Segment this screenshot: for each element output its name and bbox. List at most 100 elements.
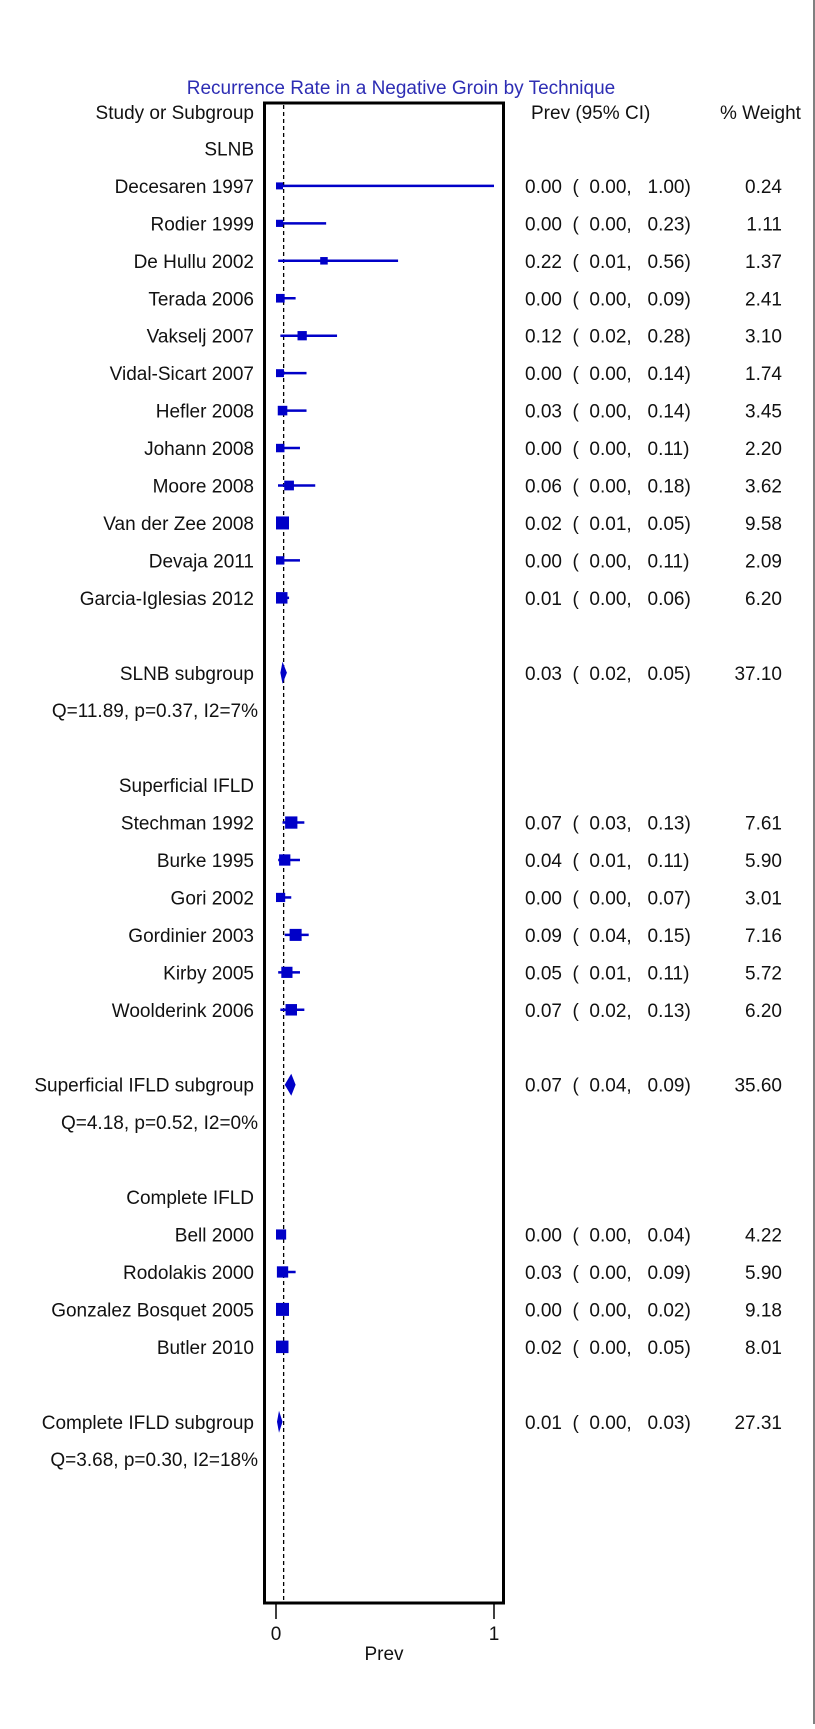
weight-value: 3.45 bbox=[745, 402, 782, 423]
subgroup-diamond bbox=[277, 1410, 283, 1433]
group-heading: Complete IFLD bbox=[126, 1188, 254, 1209]
ci-text: 0.06 ( 0.00, 0.18) bbox=[525, 477, 691, 498]
subgroup-ci-text: 0.03 ( 0.02, 0.05) bbox=[525, 664, 691, 685]
study-label: Gonzalez Bosquet 2005 bbox=[51, 1300, 254, 1321]
point-estimate-square bbox=[279, 854, 291, 866]
point-estimate-square bbox=[276, 443, 285, 453]
study-label: Van der Zee 2008 bbox=[103, 514, 254, 535]
heterogeneity-stats: Q=11.89, p=0.37, I2=7% bbox=[52, 701, 258, 722]
study-column-header: Study or Subgroup bbox=[96, 103, 254, 124]
study-label: Moore 2008 bbox=[153, 477, 254, 498]
point-estimate-square bbox=[285, 1004, 297, 1016]
ci-text: 0.02 ( 0.01, 0.05) bbox=[525, 514, 691, 535]
heterogeneity-stats: Q=4.18, p=0.52, I2=0% bbox=[61, 1113, 258, 1134]
weight-value: 2.09 bbox=[745, 551, 782, 572]
point-estimate-square bbox=[276, 1266, 289, 1278]
subgroup-label: Complete IFLD subgroup bbox=[42, 1413, 254, 1434]
study-label: Vakselj 2007 bbox=[147, 327, 254, 348]
point-estimate-square bbox=[276, 1302, 289, 1316]
point-estimate-square bbox=[289, 928, 302, 941]
weight-value: 1.74 bbox=[745, 364, 782, 385]
x-tick-label: 0 bbox=[271, 1624, 282, 1645]
ci-text: 0.00 ( 0.00, 0.07) bbox=[525, 888, 691, 909]
point-estimate-square bbox=[277, 405, 288, 416]
point-estimate-square bbox=[276, 293, 285, 303]
ci-text: 0.03 ( 0.00, 0.09) bbox=[525, 1263, 691, 1284]
point-estimate-square bbox=[276, 219, 284, 227]
weight-value: 7.61 bbox=[745, 814, 782, 835]
ci-text: 0.22 ( 0.01, 0.56) bbox=[525, 252, 691, 273]
point-estimate-square bbox=[284, 480, 294, 491]
weight-value: 3.10 bbox=[745, 327, 782, 348]
study-label: Vidal-Sicart 2007 bbox=[110, 364, 254, 385]
ci-text: 0.00 ( 0.00, 0.02) bbox=[525, 1300, 691, 1321]
subgroup-weight-value: 37.10 bbox=[734, 664, 782, 685]
study-label: Stechman 1992 bbox=[121, 814, 254, 835]
subgroup-ci-text: 0.01 ( 0.00, 0.03) bbox=[525, 1413, 691, 1434]
study-label: Decesaren 1997 bbox=[115, 177, 254, 198]
study-label: Burke 1995 bbox=[157, 851, 254, 872]
estimate-column-header: Prev (95% CI) bbox=[531, 103, 650, 124]
weight-value: 8.01 bbox=[745, 1338, 782, 1359]
ci-text: 0.00 ( 0.00, 0.04) bbox=[525, 1226, 691, 1247]
ci-text: 0.04 ( 0.01, 0.11) bbox=[525, 851, 689, 872]
study-label: Bell 2000 bbox=[175, 1226, 254, 1247]
ci-text: 0.00 ( 0.00, 0.23) bbox=[525, 214, 691, 235]
weight-value: 9.18 bbox=[745, 1300, 782, 1321]
weight-value: 6.20 bbox=[745, 1001, 782, 1022]
weight-value: 2.41 bbox=[745, 289, 782, 310]
chart-title: Recurrence Rate in a Negative Groin by T… bbox=[187, 78, 615, 99]
study-label: Kirby 2005 bbox=[163, 963, 254, 984]
point-estimate-square bbox=[276, 892, 286, 903]
point-estimate-square bbox=[276, 182, 283, 190]
point-estimate-square bbox=[276, 1340, 289, 1354]
weight-value: 1.37 bbox=[745, 252, 782, 273]
weight-value: 3.62 bbox=[745, 477, 782, 498]
point-estimate-square bbox=[320, 257, 328, 265]
weight-value: 5.72 bbox=[745, 963, 782, 984]
point-estimate-square bbox=[276, 1229, 287, 1240]
weight-value: 9.58 bbox=[745, 514, 782, 535]
ci-text: 0.02 ( 0.00, 0.05) bbox=[525, 1338, 691, 1359]
study-label: Woolderink 2006 bbox=[112, 1001, 254, 1022]
subgroup-diamond bbox=[280, 661, 287, 684]
group-heading: SLNB bbox=[204, 139, 254, 160]
weight-value: 5.90 bbox=[745, 1263, 782, 1284]
subgroup-diamond bbox=[284, 1073, 296, 1096]
ci-text: 0.07 ( 0.03, 0.13) bbox=[525, 814, 691, 835]
subgroup-label: Superficial IFLD subgroup bbox=[34, 1076, 254, 1097]
study-label: Terada 2006 bbox=[148, 289, 254, 310]
point-estimate-square bbox=[285, 816, 298, 829]
study-label: Rodier 1999 bbox=[150, 214, 254, 235]
ci-text: 0.01 ( 0.00, 0.06) bbox=[525, 589, 691, 610]
x-tick-label: 1 bbox=[489, 1624, 500, 1645]
weight-value: 4.22 bbox=[745, 1226, 782, 1247]
study-label: Devaja 2011 bbox=[149, 551, 254, 572]
x-axis-label: Prev bbox=[364, 1644, 404, 1665]
point-estimate-square bbox=[276, 516, 289, 530]
point-estimate-square bbox=[276, 369, 284, 378]
study-label: Butler 2010 bbox=[157, 1338, 254, 1359]
weight-value: 5.90 bbox=[745, 851, 782, 872]
study-label: Johann 2008 bbox=[144, 439, 254, 460]
ci-text: 0.05 ( 0.01, 0.11) bbox=[525, 963, 689, 984]
study-label: Gori 2002 bbox=[171, 888, 254, 909]
point-estimate-square bbox=[276, 592, 288, 604]
subgroup-weight-value: 35.60 bbox=[734, 1076, 782, 1097]
ci-text: 0.09 ( 0.04, 0.15) bbox=[525, 926, 691, 947]
subgroup-weight-value: 27.31 bbox=[734, 1413, 782, 1434]
ci-text: 0.00 ( 0.00, 0.14) bbox=[525, 364, 691, 385]
weight-value: 3.01 bbox=[745, 888, 782, 909]
study-label: De Hullu 2002 bbox=[134, 252, 254, 273]
group-heading: Superficial IFLD bbox=[119, 776, 254, 797]
point-estimate-square bbox=[281, 966, 293, 978]
subgroup-ci-text: 0.07 ( 0.04, 0.09) bbox=[525, 1076, 691, 1097]
study-label: Rodolakis 2000 bbox=[123, 1263, 254, 1284]
study-label: Gordinier 2003 bbox=[128, 926, 254, 947]
ci-text: 0.12 ( 0.02, 0.28) bbox=[525, 327, 691, 348]
point-estimate-square bbox=[297, 331, 307, 341]
forest-rows: SLNB Decesaren 1997 0.00 ( 0.00, 1.00) 0.24… bbox=[34, 105, 782, 1645]
weight-value: 2.20 bbox=[745, 439, 782, 460]
